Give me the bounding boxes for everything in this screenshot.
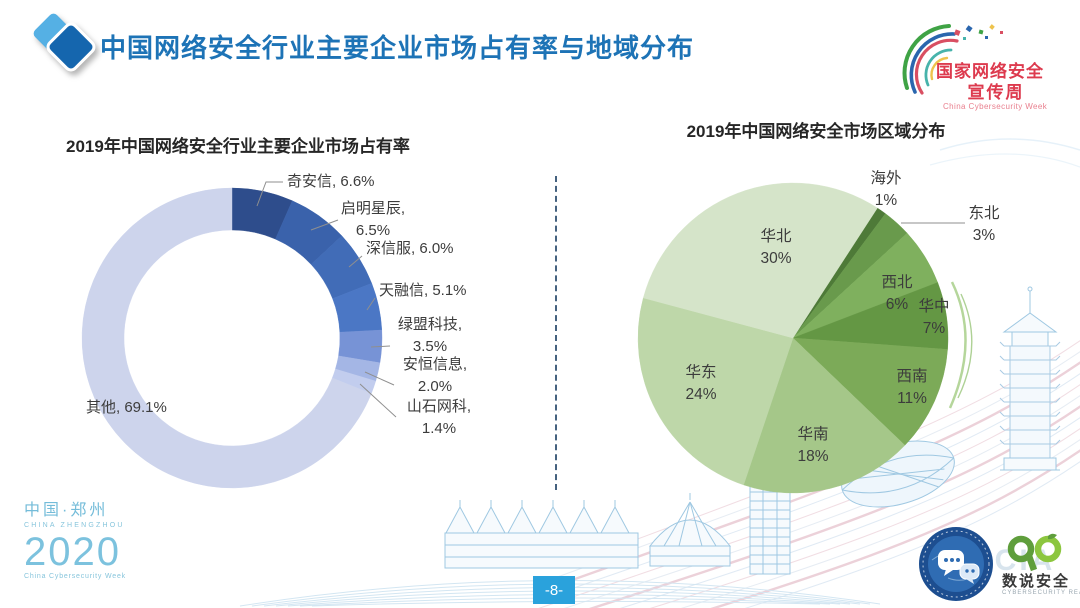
logo-confetti-dots xyxy=(954,24,1003,40)
cybersecurity-week-logo: 国家网络安全 宣传周 China Cybersecurity Week xyxy=(893,20,1080,115)
donut-label-6: 山石网科, 1.4% xyxy=(407,398,471,437)
pie-slice-5 xyxy=(743,337,906,494)
donut-chart-title: 2019年中国网络安全行业主要企业市场占有率 xyxy=(66,137,410,156)
donut-label-1: 启明星辰, 6.5% xyxy=(341,200,405,239)
pie-chart: 海外 1% 东北 3% 西北 6% 华中 7% 西南 11% 华南 18% 华东 24% 华北 30% xyxy=(637,169,1000,494)
label-leader-line xyxy=(366,297,376,311)
donut-label-5: 安恒信息, 2.0% xyxy=(403,356,467,395)
label-leader-line xyxy=(359,383,397,418)
page-number-badge: -8- xyxy=(533,576,575,604)
donut-label-4: 绿盟科技, 3.5% xyxy=(398,316,462,355)
pie-label-4: 西南 11% xyxy=(896,367,927,407)
charts-divider-dashed-line xyxy=(555,176,557,490)
pagoda-tower-art xyxy=(999,286,1061,471)
background-skyline-art xyxy=(444,286,1061,575)
zhengzhou-logo-year: 2020 xyxy=(24,530,121,574)
pie-slice-6 xyxy=(637,297,794,486)
slide-diamond-icon xyxy=(33,13,96,72)
label-leader-line xyxy=(364,371,395,386)
wave-line xyxy=(680,439,1080,608)
label-leader-line xyxy=(256,181,283,207)
publisher-subtitle: CYBERSECURITY READING xyxy=(1002,590,1080,596)
donut-label-0: 奇安信, 6.6% xyxy=(287,173,375,190)
pie-label-5: 华南 18% xyxy=(797,425,828,465)
wechat-emblem-icon xyxy=(919,527,993,601)
zhengzhou-logo-cn: 中国·郑州 xyxy=(24,502,109,519)
page-title: 中国网络安全行业主要企业市场占有率与地域分布 xyxy=(100,33,695,63)
zhengzhou-logo-week: China Cybersecurity Week xyxy=(24,573,126,580)
wave-line xyxy=(744,461,1080,608)
label-leader-line xyxy=(370,345,391,348)
wave-line xyxy=(710,449,1080,608)
pie-label-6: 华东 24% xyxy=(685,363,716,403)
pie-label-1: 东北 3% xyxy=(968,204,1000,244)
csw-logo-text-line1: 国家网络安全 xyxy=(936,62,1044,81)
donut-label-7: 其他, 69.1% xyxy=(86,399,167,416)
donut-label-3: 天融信, 5.1% xyxy=(379,282,467,299)
pie-slice-4 xyxy=(792,337,948,446)
pie-label-3: 华中 7% xyxy=(918,297,949,337)
pie-label-2: 西北 6% xyxy=(881,273,913,313)
csw-logo-text-line3: China Cybersecurity Week xyxy=(943,102,1048,111)
label-leader-line xyxy=(310,219,339,231)
pie-label-0: 海外 1% xyxy=(870,169,901,209)
pie-chart-title: 2019年中国网络安全市场区域分布 xyxy=(686,122,946,141)
background-green-curves xyxy=(948,281,973,409)
pie-slice-7 xyxy=(643,182,878,339)
zhengzhou-logo-en: CHINA ZHENGZHOU xyxy=(24,522,125,529)
csw-logo-text-line2: 宣传周 xyxy=(967,83,1025,102)
background-topright-swirl xyxy=(929,138,1080,168)
shushuo-green-logo-icon xyxy=(1007,533,1062,572)
cybersecurity-week-logo-arcs-icon xyxy=(902,24,1003,95)
donut-slice-7 xyxy=(81,187,372,489)
label-leader-line xyxy=(348,255,363,268)
publisher-logos: CCIA 数说安全 CYBERSECURITY READING xyxy=(918,524,1080,608)
pie-label-7: 华北 30% xyxy=(760,227,792,267)
publisher-name: 数说安全 xyxy=(1002,573,1071,590)
zhengzhou-2020-logo: 中国·郑州 CHINA ZHENGZHOU 2020 China Cyberse… xyxy=(24,496,164,580)
donut-label-2: 深信服, 6.0% xyxy=(366,240,454,257)
donut-chart: 奇安信, 6.6% 启明星辰, 6.5%深信服, 6.0% 天融信, 5.1% 绿盟科技… xyxy=(81,173,471,489)
